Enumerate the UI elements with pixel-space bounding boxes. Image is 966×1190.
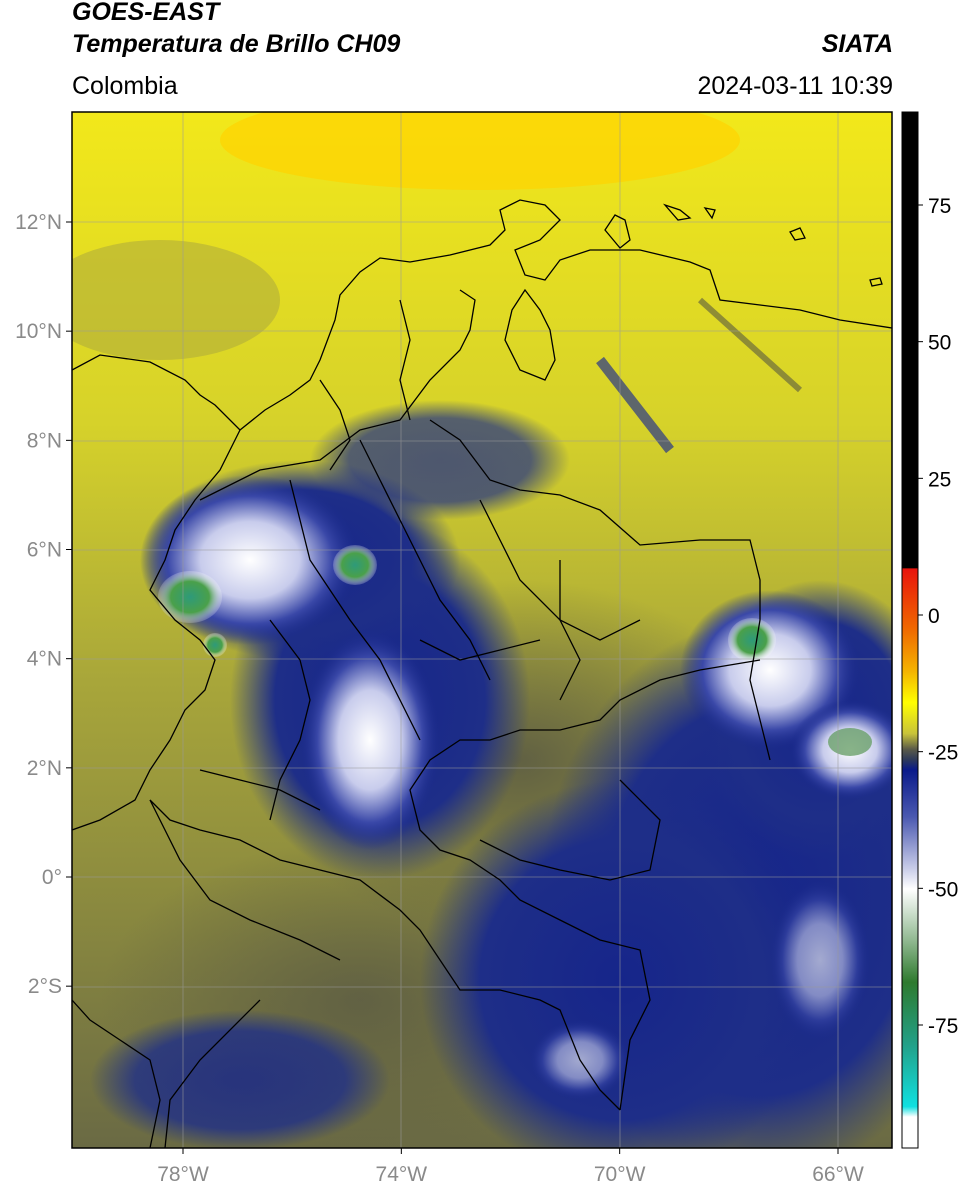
lon-tick-label: 66°W — [812, 1163, 864, 1186]
lat-tick-label: 12°N — [15, 211, 62, 234]
lon-tick-label: 78°W — [157, 1163, 209, 1186]
lat-tick-label: 6°N — [27, 539, 62, 562]
lat-tick-label: 2°N — [27, 757, 62, 780]
colorbar-tick-label: -75 — [928, 1015, 958, 1038]
lat-tick-label: 10°N — [15, 320, 62, 343]
brightness-temperature-field — [72, 112, 892, 1148]
lat-tick-label: 8°N — [27, 429, 62, 452]
satellite-title: GOES-EAST — [72, 0, 220, 26]
timestamp-label: 2024-03-11 10:39 — [697, 72, 893, 100]
region-label: Colombia — [72, 72, 178, 100]
colorbar — [902, 112, 918, 1148]
colorbar-tick-label: 0 — [928, 605, 940, 628]
lon-tick-label: 70°W — [594, 1163, 646, 1186]
map-frame — [71, 111, 893, 1149]
latitude-axis: 12°N 10°N 8°N 6°N 4°N 2°N 0° 2°S — [15, 211, 72, 998]
coastlines-borders — [72, 199, 892, 1148]
colorbar-axis: 75 50 25 0 -25 -50 -75 — [918, 195, 958, 1038]
longitude-axis: 78°W 74°W 70°W 66°W — [157, 1148, 864, 1186]
lon-tick-label: 74°W — [376, 1163, 428, 1186]
colorbar-tick-label: -25 — [928, 742, 958, 765]
organization-label: SIATA — [821, 30, 893, 58]
colorbar-tick-label: -50 — [928, 878, 958, 901]
colorbar-tick-label: 50 — [928, 332, 951, 355]
product-title: Temperatura de Brillo CH09 — [72, 30, 401, 58]
colorbar-tick-label: 75 — [928, 195, 951, 218]
lat-tick-label: 4°N — [27, 648, 62, 671]
lat-tick-label: 0° — [42, 866, 62, 889]
colorbar-frame — [901, 111, 919, 1149]
lat-tick-label: 2°S — [28, 975, 62, 998]
colorbar-tick-label: 25 — [928, 468, 951, 491]
